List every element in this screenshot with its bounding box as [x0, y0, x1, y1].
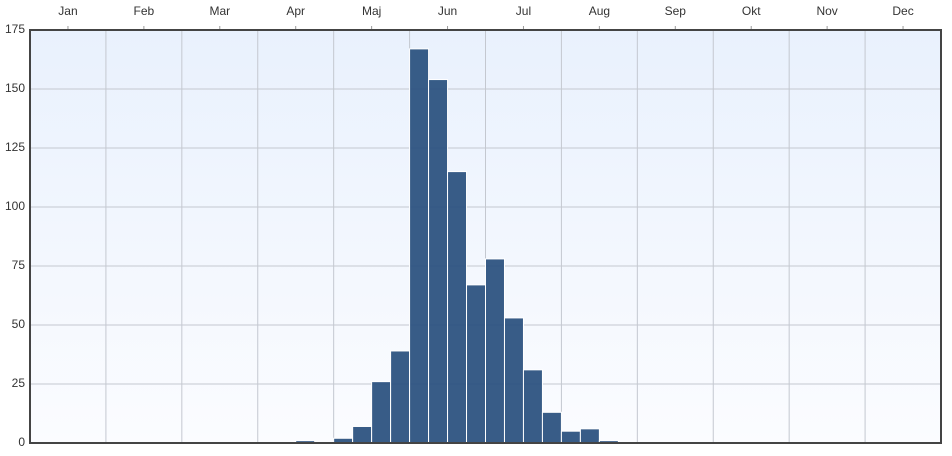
bar	[560, 430, 581, 444]
y-tick-label: 175	[5, 22, 25, 36]
bar	[503, 317, 524, 444]
x-tick-label: Dec	[892, 4, 913, 18]
bar	[390, 350, 411, 444]
plot-border	[29, 29, 942, 444]
x-tick-label: Jul	[516, 4, 531, 18]
bar	[485, 258, 505, 444]
x-tick-label: Feb	[134, 4, 155, 18]
bar	[409, 48, 430, 444]
x-tick-label: Jun	[438, 4, 457, 18]
y-tick-label: 75	[12, 258, 26, 272]
x-tick-label: Apr	[286, 4, 305, 18]
bar	[371, 381, 392, 444]
bar	[466, 284, 487, 444]
bar	[447, 171, 468, 444]
y-tick-label: 125	[5, 140, 25, 154]
y-tick-label: 150	[5, 81, 25, 95]
bar	[541, 411, 562, 444]
bar	[579, 428, 600, 444]
x-tick-label: Okt	[742, 4, 761, 18]
y-tick-label: 100	[5, 199, 25, 213]
x-tick-label: Nov	[816, 4, 837, 18]
x-tick-label: Sep	[665, 4, 687, 18]
bar	[522, 369, 543, 444]
y-tick-label: 25	[12, 376, 26, 390]
bar	[428, 79, 449, 444]
y-tick-label: 0	[18, 435, 25, 449]
bar	[352, 425, 373, 444]
x-tick-label: Aug	[589, 4, 610, 18]
x-tick-label: Jan	[58, 4, 77, 18]
y-tick-label: 50	[12, 317, 26, 331]
x-tick-label: Mar	[209, 4, 230, 18]
x-tick-label: Maj	[362, 4, 381, 18]
